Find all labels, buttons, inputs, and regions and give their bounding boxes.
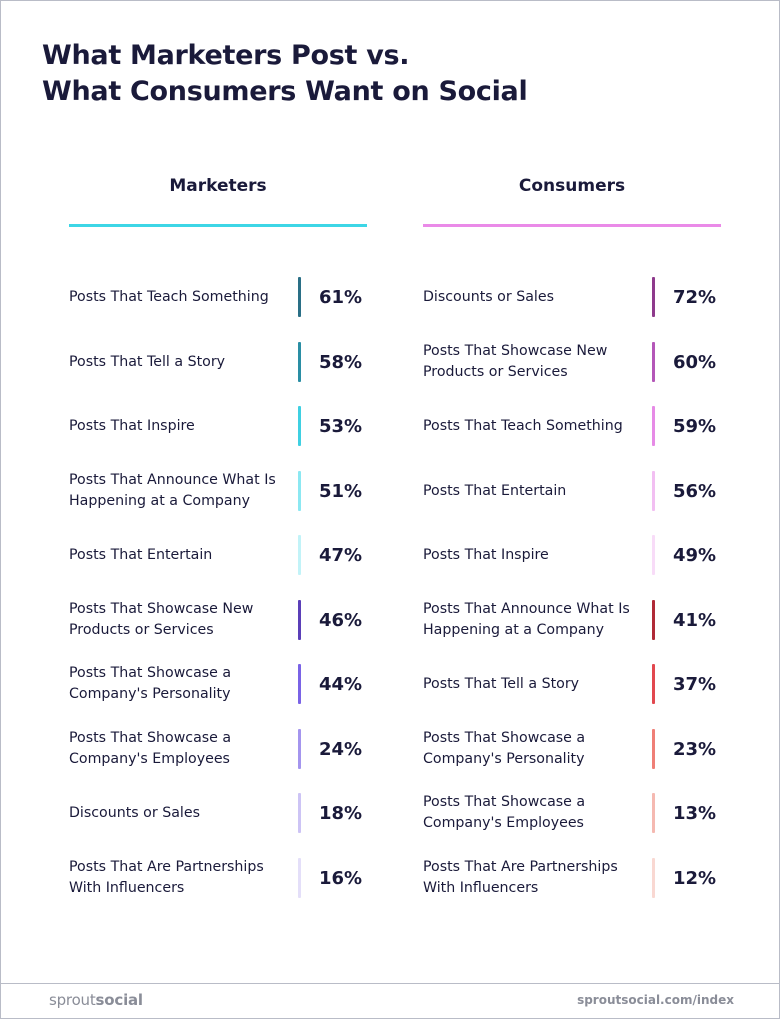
consumers-column-heading: Consumers xyxy=(518,176,626,196)
consumers-row-value: 56% xyxy=(673,480,717,502)
marketers-row-marker xyxy=(298,664,301,704)
consumers-row-label: Discounts or Sales xyxy=(423,288,554,305)
consumers-row: Posts That Showcase New Products or Serv… xyxy=(423,342,721,382)
consumers-row-marker xyxy=(652,729,655,769)
sproutsocial-logo: sproutsocial xyxy=(49,991,143,1009)
marketers-row-marker xyxy=(298,342,301,382)
consumers-row-label: Posts That Showcase New Products or Serv… xyxy=(423,343,608,380)
marketers-row-value: 51% xyxy=(319,480,363,502)
consumers-row-label: Posts That Teach Something xyxy=(423,417,623,434)
marketers-row: Discounts or Sales 18% xyxy=(69,793,367,833)
consumers-row-marker xyxy=(652,858,655,898)
marketers-row: Posts That Are Partnerships With Influen… xyxy=(69,858,367,898)
consumers-row: Posts That Entertain 56% xyxy=(423,471,721,511)
marketers-row-value: 58% xyxy=(319,351,363,373)
page-title: What Marketers Post vs. What Consumers W… xyxy=(42,38,528,110)
consumers-row-marker xyxy=(652,664,655,704)
marketers-row: Posts That Tell a Story 58% xyxy=(69,342,367,382)
title-line-1: What Marketers Post vs. xyxy=(42,40,410,71)
marketers-row: Posts That Teach Something 61% xyxy=(69,277,367,317)
consumers-row: Posts That Teach Something 59% xyxy=(423,406,721,446)
marketers-row: Posts That Entertain 47% xyxy=(69,535,367,575)
consumers-row-label: Posts That Showcase a Company's Employee… xyxy=(423,794,586,831)
marketers-row-value: 44% xyxy=(319,673,363,695)
consumers-row-value: 37% xyxy=(673,673,717,695)
marketers-row-label: Posts That Tell a Story xyxy=(69,353,226,370)
marketers-row-value: 24% xyxy=(319,738,363,760)
marketers-row-marker xyxy=(298,406,301,446)
consumers-row-marker xyxy=(652,793,655,833)
logo-light-text: sprout xyxy=(49,991,96,1009)
marketers-row-marker xyxy=(298,858,301,898)
marketers-row: Posts That Showcase a Company's Personal… xyxy=(69,664,367,704)
marketers-row-marker xyxy=(298,277,301,317)
consumers-row-value: 12% xyxy=(673,867,717,889)
consumers-row-value: 49% xyxy=(673,544,717,566)
consumers-row-label: Posts That Inspire xyxy=(423,546,549,563)
title-line-2: What Consumers Want on Social xyxy=(42,76,528,107)
consumers-row-value: 13% xyxy=(673,802,717,824)
consumers-row-value: 41% xyxy=(673,609,717,631)
marketers-row-value: 47% xyxy=(319,544,363,566)
consumers-row-label: Posts That Announce What Is Happening at… xyxy=(423,601,630,638)
footer-divider xyxy=(0,983,780,984)
consumers-row: Posts That Announce What Is Happening at… xyxy=(423,600,721,640)
logo-bold-text: social xyxy=(95,991,144,1009)
marketers-row-value: 18% xyxy=(319,802,363,824)
footer-url[interactable]: sproutsocial.com/index xyxy=(577,993,734,1007)
consumers-row: Posts That Showcase a Company's Personal… xyxy=(423,729,721,769)
consumers-row-label: Posts That Tell a Story xyxy=(423,675,580,692)
consumers-row-label: Posts That Are Partnerships With Influen… xyxy=(423,859,618,896)
marketers-row-label: Posts That Showcase a Company's Employee… xyxy=(69,730,232,767)
marketers-row-marker xyxy=(298,600,301,640)
marketers-row-marker xyxy=(298,471,301,511)
consumers-row: Posts That Showcase a Company's Employee… xyxy=(423,793,721,833)
marketers-row-label: Discounts or Sales xyxy=(69,804,200,821)
marketers-row-label: Posts That Showcase a Company's Personal… xyxy=(69,665,232,702)
marketers-row-marker xyxy=(298,793,301,833)
marketers-row-value: 53% xyxy=(319,415,363,437)
consumers-row: Posts That Tell a Story 37% xyxy=(423,664,721,704)
marketers-row-value: 61% xyxy=(319,286,363,308)
consumers-heading-rule xyxy=(423,224,721,227)
consumers-row-marker xyxy=(652,471,655,511)
consumers-row-marker xyxy=(652,277,655,317)
marketers-row-marker xyxy=(298,535,301,575)
consumers-row-value: 72% xyxy=(673,286,717,308)
consumers-row-value: 59% xyxy=(673,415,717,437)
marketers-row: Posts That Inspire 53% xyxy=(69,406,367,446)
marketers-row: Posts That Showcase New Products or Serv… xyxy=(69,600,367,640)
marketers-row-value: 16% xyxy=(319,867,363,889)
marketers-heading-rule xyxy=(69,224,367,227)
consumers-row-marker xyxy=(652,535,655,575)
consumers-row-label: Posts That Entertain xyxy=(423,482,567,499)
consumers-row: Posts That Are Partnerships With Influen… xyxy=(423,858,721,898)
consumers-row: Discounts or Sales 72% xyxy=(423,277,721,317)
marketers-row-label: Posts That Announce What Is Happening at… xyxy=(69,472,276,509)
marketers-row-value: 46% xyxy=(319,609,363,631)
consumers-row-value: 23% xyxy=(673,738,717,760)
marketers-row: Posts That Showcase a Company's Employee… xyxy=(69,729,367,769)
marketers-row-label: Posts That Are Partnerships With Influen… xyxy=(69,859,264,896)
consumers-row-marker xyxy=(652,342,655,382)
marketers-row-label: Posts That Entertain xyxy=(69,546,213,563)
consumers-row-value: 60% xyxy=(673,351,717,373)
marketers-row-label: Posts That Teach Something xyxy=(69,288,269,305)
marketers-row: Posts That Announce What Is Happening at… xyxy=(69,471,367,511)
marketers-row-label: Posts That Showcase New Products or Serv… xyxy=(69,601,254,638)
marketers-row-marker xyxy=(298,729,301,769)
consumers-row: Posts That Inspire 49% xyxy=(423,535,721,575)
consumers-row-label: Posts That Showcase a Company's Personal… xyxy=(423,730,586,767)
marketers-column-heading: Marketers xyxy=(169,176,267,196)
consumers-row-marker xyxy=(652,600,655,640)
consumers-row-marker xyxy=(652,406,655,446)
marketers-row-label: Posts That Inspire xyxy=(69,417,195,434)
